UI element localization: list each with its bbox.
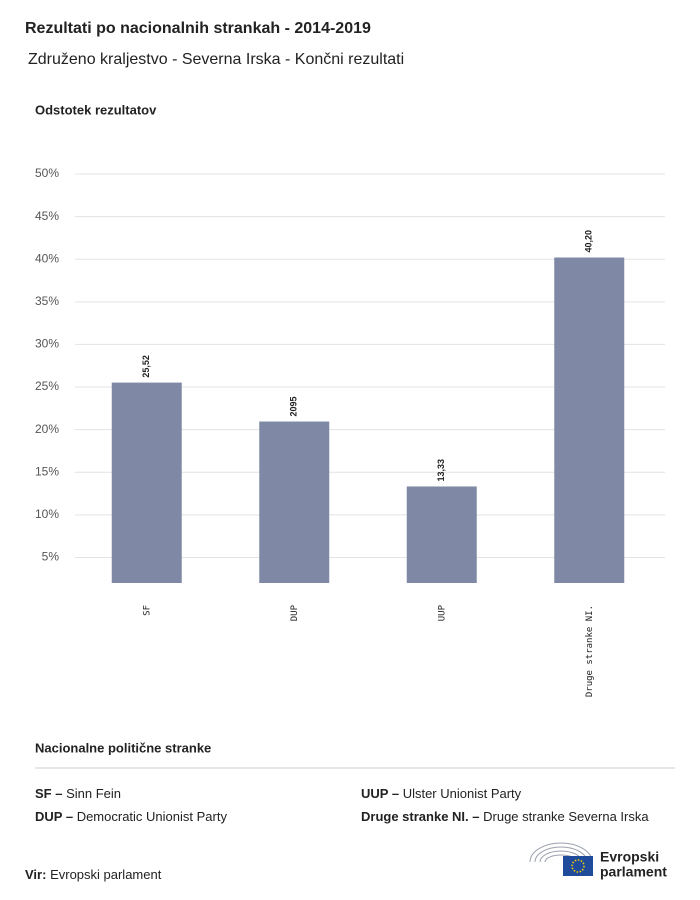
x-tick-label: UUP [437,604,447,621]
bar [259,421,330,583]
legend-title: Nacionalne politične stranke [35,740,211,755]
y-tick-label: 40% [35,251,59,265]
y-tick-label: 50% [35,166,59,180]
bar [111,382,182,583]
y-tick-label: 25% [35,379,59,393]
y-tick-label: 5% [42,550,60,564]
logo-text: Evropski [600,849,659,865]
y-tick-label: 20% [35,422,59,436]
y-tick-label: 15% [35,464,59,478]
y-tick-label: 45% [35,209,59,223]
chart-title: Rezultati po nacionalnih strankah - 2014… [25,20,371,37]
x-tick-label: Druge stranke NI. [585,605,595,697]
y-axis-label: Odstotek rezultatov [35,102,157,117]
value-label: 40,20 [584,230,594,253]
bar [406,486,477,583]
y-tick-label: 35% [35,294,59,308]
y-tick-label: 10% [35,507,59,521]
chart-subtitle: Združeno kraljestvo - Severna Irska - Ko… [28,51,404,68]
x-tick-label: SF [142,605,152,616]
legend-entry: SF – Sinn Fein [35,786,121,801]
logo [529,842,593,876]
legend-entry: Druge stranke NI. – Druge stranke Severn… [361,809,649,824]
value-label: 13,33 [436,459,446,482]
y-tick-label: 30% [35,337,59,351]
bar [554,257,625,583]
x-tick-label: DUP [290,604,300,621]
value-label: 25,52 [141,355,151,378]
source: Vir: Evropski parlament [25,867,162,882]
value-label: 2095 [289,396,299,416]
logo-text: parlament [600,864,667,880]
legend-entry: DUP – Democratic Unionist Party [35,809,227,824]
legend-entry: UUP – Ulster Unionist Party [361,786,522,801]
